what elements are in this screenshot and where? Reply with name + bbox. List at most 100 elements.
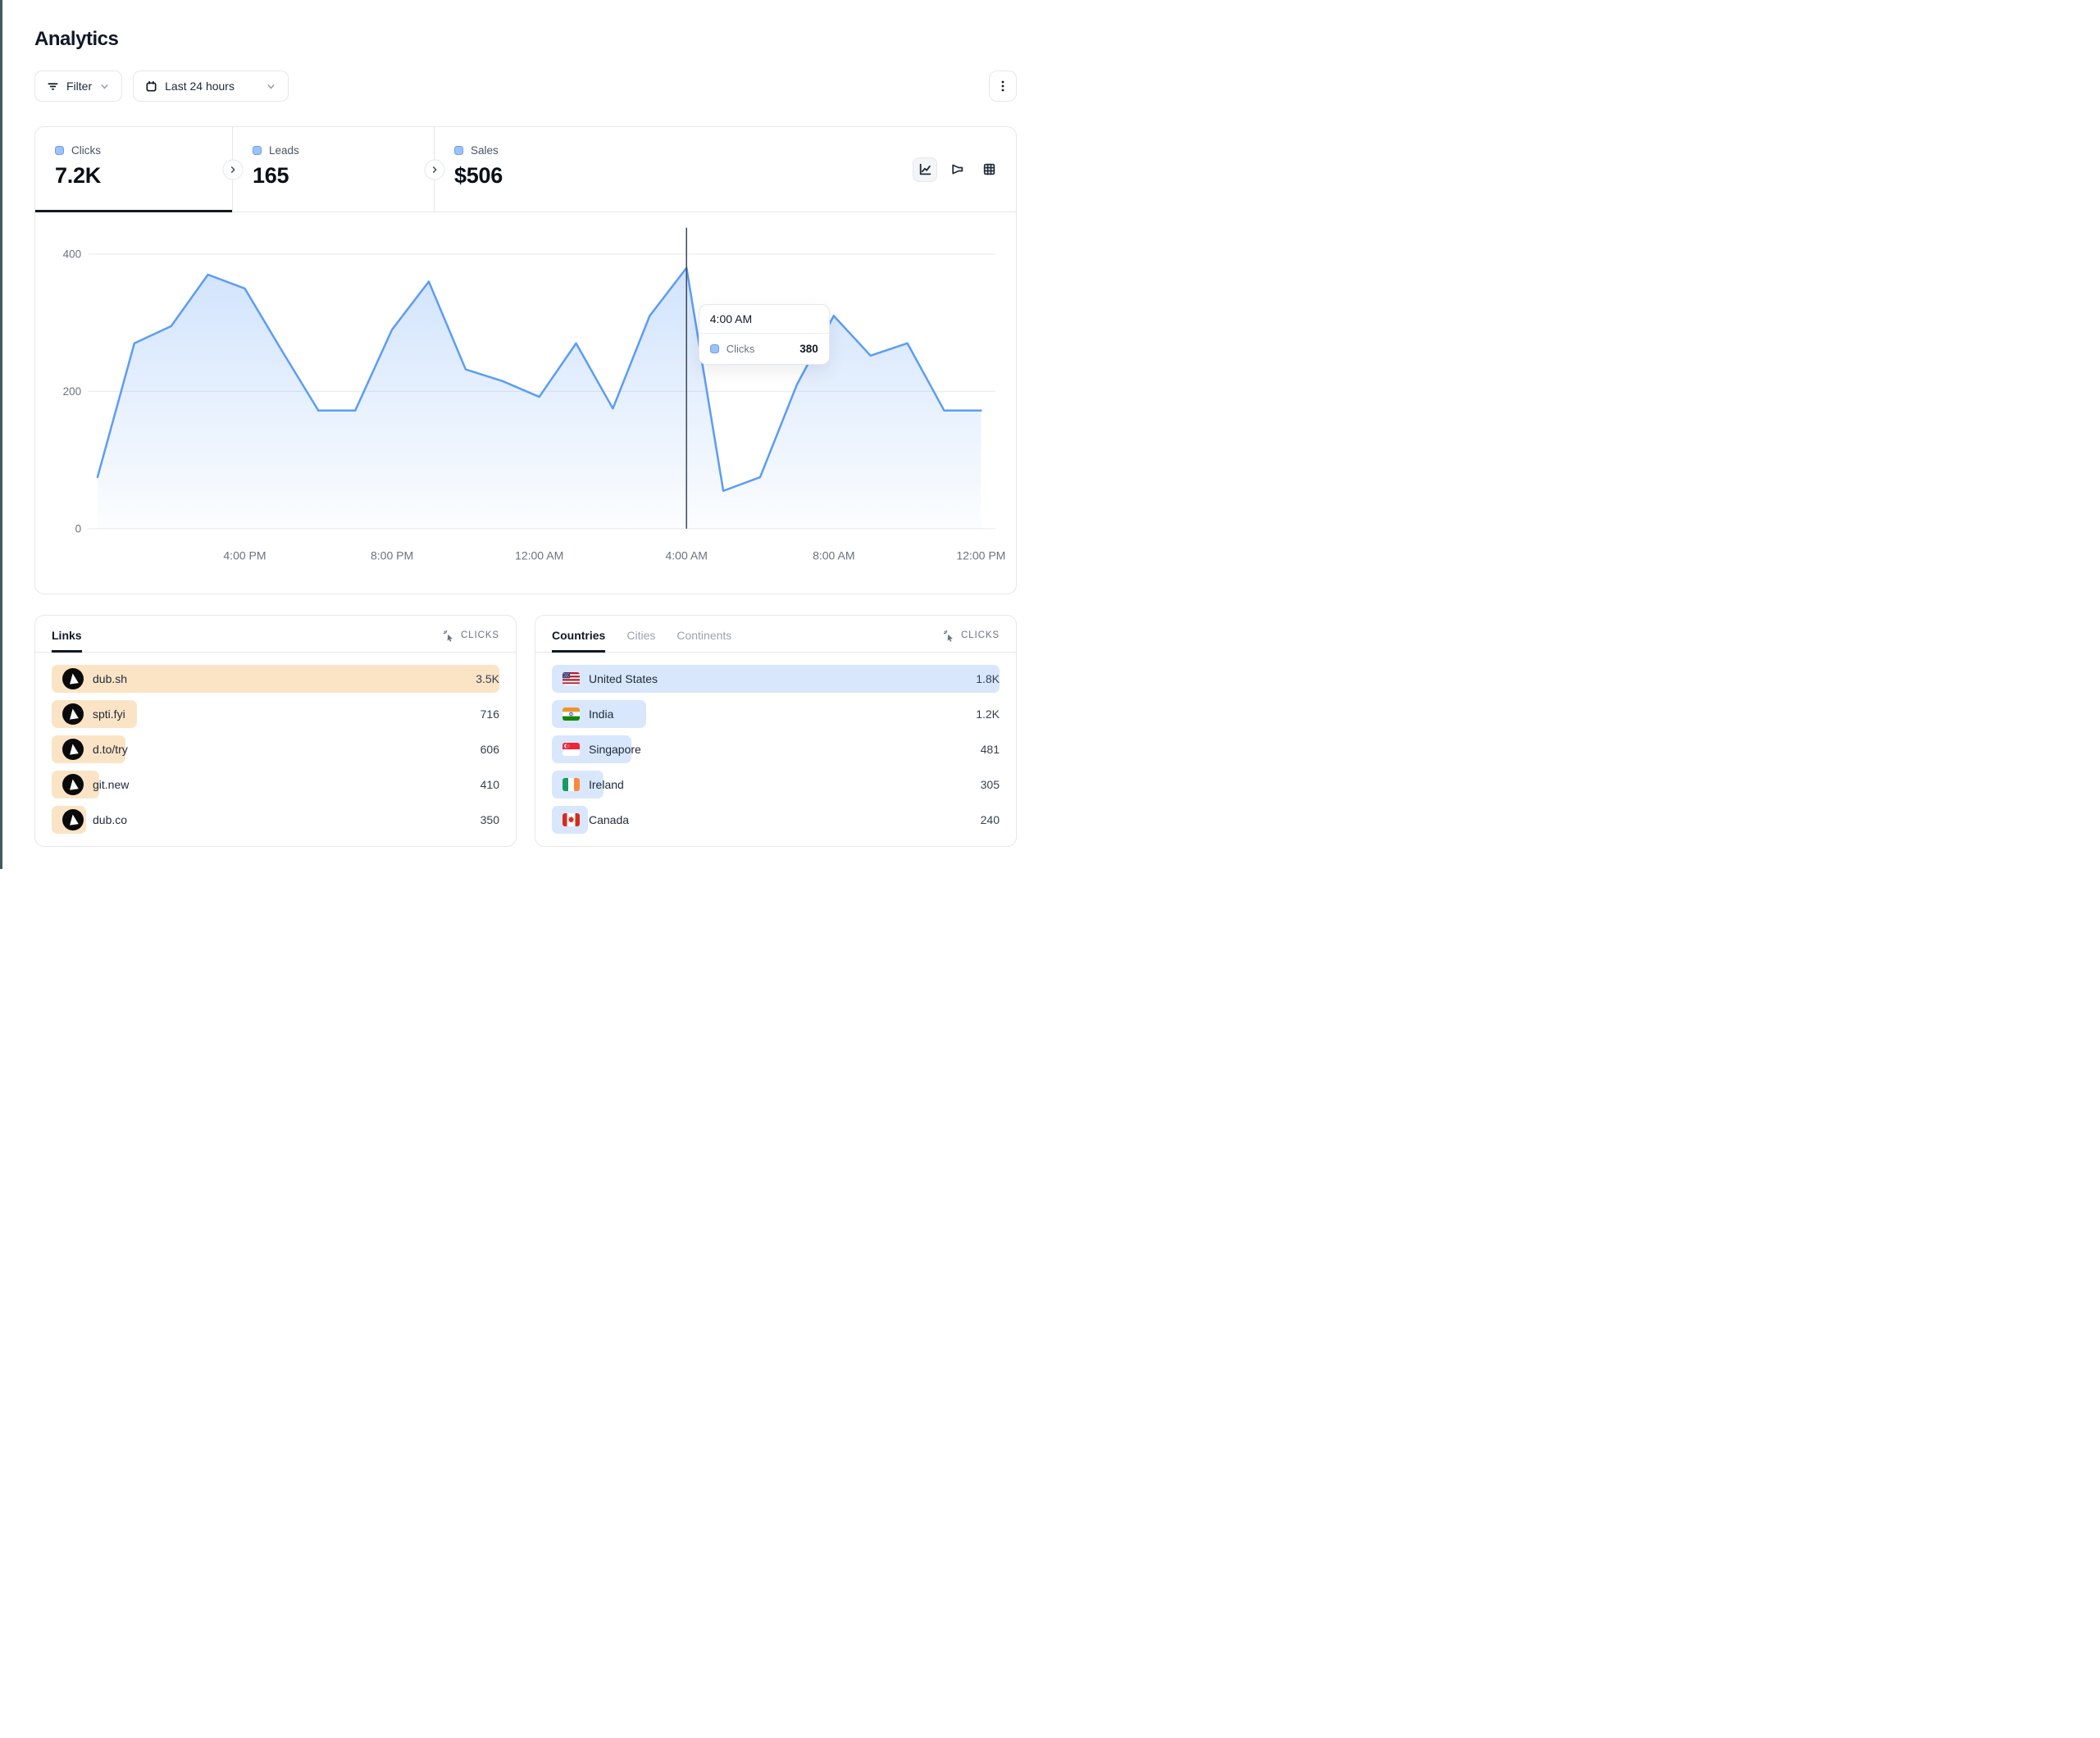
flag-ireland-icon — [563, 777, 580, 791]
svg-text:8:00 AM: 8:00 AM — [813, 548, 854, 562]
svg-text:4:00 PM: 4:00 PM — [223, 548, 266, 562]
country-clicks-value: 240 — [980, 812, 1000, 826]
window-edge — [0, 0, 2, 869]
flag-singapore-icon — [563, 742, 580, 756]
link-row[interactable]: spti.fyi 716 — [52, 699, 499, 728]
sales-legend-chip — [454, 146, 463, 155]
leads-value: 165 — [253, 163, 289, 188]
chevron-right-icon — [432, 166, 436, 173]
tab-cities[interactable]: Cities — [626, 628, 656, 642]
tab-sales[interactable]: Sales $506 — [435, 127, 631, 212]
svg-text:400: 400 — [63, 248, 82, 261]
funnel-view-button[interactable] — [945, 157, 969, 182]
country-clicks-value: 1.8K — [976, 671, 1000, 685]
flag-india-icon — [563, 707, 580, 721]
line-chart-icon — [919, 163, 931, 175]
link-clicks-value: 3.5K — [476, 671, 499, 685]
clicks-chart-svg[interactable]: 0 200 400 4:00 PM 8:00 PM 12:00 AM 4:00 AM 8:00… — [35, 212, 1016, 594]
tab-leads[interactable]: Leads 165 — [233, 127, 434, 212]
svg-text:200: 200 — [63, 385, 82, 398]
link-label: spti.fyi — [93, 707, 125, 721]
clicks-legend-chip — [55, 146, 64, 155]
link-clicks-value: 606 — [480, 742, 499, 756]
country-label: Canada — [589, 812, 630, 826]
clicks-value: 7.2K — [55, 163, 101, 188]
country-clicks-value: 305 — [980, 777, 1000, 791]
countries-panel: Countries Cities Continents CLICKS — [535, 614, 1017, 847]
country-row[interactable]: Singapore 481 — [552, 735, 1000, 763]
grid-icon — [983, 163, 995, 175]
clicks-legend-chip — [709, 344, 719, 353]
link-row[interactable]: git.new 410 — [52, 770, 499, 798]
expand-stats-button[interactable] — [424, 159, 444, 180]
link-bar — [52, 664, 499, 693]
sales-tab-label: Sales — [471, 144, 499, 157]
links-metric-label: CLICKS — [460, 630, 499, 641]
country-label: Singapore — [589, 742, 641, 756]
country-row[interactable]: Canada 240 — [552, 805, 1000, 834]
links-list: dub.sh 3.5K spti.fyi 716 d — [35, 653, 516, 846]
link-label: git.new — [93, 777, 130, 791]
chart-series — [96, 266, 982, 529]
country-row[interactable]: Ireland 305 — [552, 770, 1000, 798]
tab-continents[interactable]: Continents — [676, 628, 732, 642]
table-view-button[interactable] — [977, 157, 1001, 182]
svg-text:4:00 AM: 4:00 AM — [666, 548, 708, 562]
clicks-metric-header[interactable]: CLICKS — [443, 630, 499, 652]
countries-panel-header: Countries Cities Continents CLICKS — [535, 616, 1016, 653]
kebab-menu-icon — [997, 80, 1009, 93]
tab-links[interactable]: Links — [52, 629, 82, 653]
country-row[interactable]: India 1.2K — [552, 699, 1000, 728]
svg-text:12:00 AM: 12:00 AM — [515, 548, 563, 562]
tooltip-value: 380 — [799, 342, 818, 355]
dub-logo-icon — [62, 738, 84, 760]
chart-type-controls — [913, 127, 1016, 212]
dub-logo-icon — [62, 667, 84, 689]
dub-logo-icon — [62, 808, 84, 830]
country-clicks-value: 1.2K — [976, 707, 1000, 721]
country-clicks-value: 481 — [980, 742, 1000, 756]
link-label: dub.co — [93, 812, 128, 826]
link-label: d.to/try — [93, 742, 128, 756]
links-panel: Links CLICKS dub.sh 3.5K — [34, 614, 517, 847]
tooltip-series-label: Clicks — [726, 342, 755, 355]
calendar-icon — [145, 80, 157, 93]
more-options-button[interactable] — [989, 71, 1017, 102]
date-range-button[interactable]: Last 24 hours — [133, 71, 289, 102]
flag-us-icon — [563, 671, 580, 685]
link-row[interactable]: dub.sh 3.5K — [52, 664, 499, 693]
expand-stats-button[interactable] — [222, 159, 243, 180]
chevron-down-icon — [266, 81, 276, 92]
clicks-metric-header[interactable]: CLICKS — [943, 630, 1000, 652]
filter-button-label: Filter — [66, 80, 93, 93]
country-label: India — [589, 707, 614, 721]
leads-legend-chip — [253, 146, 262, 155]
link-row[interactable]: dub.co 350 — [52, 805, 499, 834]
stats-divider — [222, 127, 243, 212]
chevron-down-icon — [99, 81, 110, 92]
svg-text:8:00 PM: 8:00 PM — [371, 548, 413, 562]
country-row[interactable]: United States 1.8K — [552, 664, 1000, 693]
cursor-click-icon — [943, 630, 953, 642]
stats-divider — [424, 127, 444, 212]
stats-tabs-row: Clicks 7.2K Leads 165 — [35, 127, 1016, 212]
country-label: Ireland — [589, 777, 624, 791]
dub-logo-icon — [62, 773, 84, 795]
flag-canada-icon — [563, 812, 580, 826]
toolbar: Filter Last 24 hours — [34, 71, 1017, 102]
svg-text:0: 0 — [75, 523, 82, 535]
clicks-tab-label: Clicks — [71, 144, 101, 157]
filter-button[interactable]: Filter — [34, 71, 123, 102]
analytics-page: Analytics Filter Last 24 hours — [0, 0, 1050, 867]
leads-tab-label: Leads — [269, 144, 299, 157]
line-chart-view-button[interactable] — [913, 157, 937, 182]
link-label: dub.sh — [93, 671, 128, 685]
countries-list: United States 1.8K India 1.2K — [535, 653, 1016, 846]
links-panel-header: Links CLICKS — [35, 616, 516, 653]
page-title: Analytics — [34, 28, 119, 50]
country-bar — [552, 664, 1000, 693]
link-clicks-value: 350 — [480, 812, 499, 826]
tab-countries[interactable]: Countries — [552, 629, 606, 653]
tab-clicks[interactable]: Clicks 7.2K — [35, 127, 232, 212]
link-row[interactable]: d.to/try 606 — [52, 735, 499, 763]
